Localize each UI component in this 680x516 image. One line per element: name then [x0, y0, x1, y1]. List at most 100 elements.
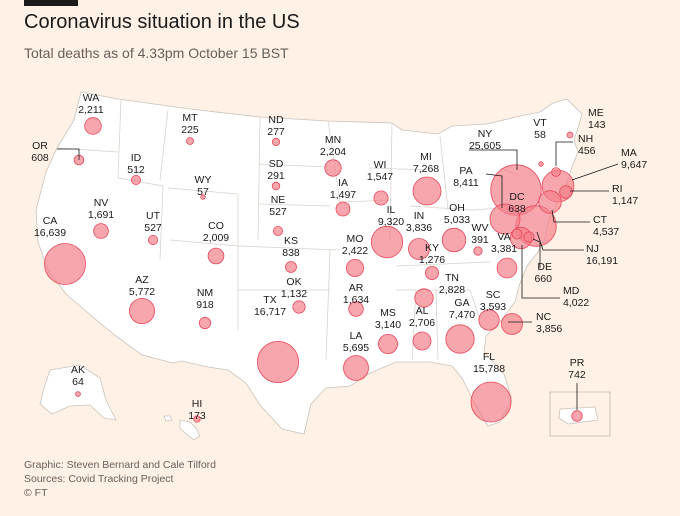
bubble-sc [478, 309, 500, 331]
label-az: AZ 5,772 [129, 274, 155, 298]
footer: Graphic: Steven Bernard and Cale Tilford… [24, 458, 216, 500]
death-count: 1,276 [419, 254, 445, 266]
death-count: 57 [197, 186, 209, 198]
state-code: CO [208, 220, 224, 232]
bubble-mn [324, 159, 342, 177]
leader-line-ct [551, 209, 590, 223]
state-code: MN [325, 134, 341, 146]
inset-frame [549, 391, 611, 437]
death-count: 9,320 [378, 216, 404, 228]
state-code: NV [94, 197, 109, 209]
label-mo: MO 2,422 [342, 233, 368, 257]
leader-line-md [521, 245, 560, 299]
state-code: AZ [135, 274, 149, 286]
death-count: 1,691 [88, 209, 114, 221]
labels-layer: NY 25,605 TX 16,717 CA 16,639 NJ 16,191 FL 15,788… [31, 92, 647, 422]
label-ne: NE 527 [269, 194, 287, 218]
state-code: OK [286, 276, 301, 288]
state-code: DE [537, 261, 552, 273]
death-count: 7,268 [413, 163, 439, 175]
death-count: 16,639 [34, 227, 66, 239]
label-ri: RI 1,147 [612, 183, 638, 207]
label-sc: SC 3,593 [480, 289, 506, 313]
bubble-vt [538, 161, 544, 167]
death-count: 2,204 [320, 146, 346, 158]
death-count: 7,470 [449, 309, 475, 321]
death-count: 3,381 [491, 243, 517, 255]
bubble-va [496, 257, 518, 279]
state-code: MI [420, 151, 432, 163]
death-count: 173 [188, 410, 206, 422]
bubble-nm [198, 316, 212, 330]
state-code: PA [459, 165, 472, 177]
state-code: TN [445, 272, 459, 284]
death-count: 5,695 [343, 342, 369, 354]
death-count: 2,009 [203, 232, 229, 244]
chart-title: Coronavirus situation in the US [24, 11, 300, 33]
death-count: 527 [269, 206, 287, 218]
state-code: FL [483, 351, 495, 363]
bubble-sd [271, 181, 281, 191]
state-code: RI [612, 183, 623, 195]
bubble-ut [147, 234, 158, 245]
sources-credit: Sources: Covid Tracking Project [24, 473, 174, 485]
bubble-tn [414, 288, 434, 308]
state-code: CA [43, 215, 58, 227]
label-dc: DC 638 [508, 191, 526, 215]
state-code: IA [338, 177, 348, 189]
death-count: 2,422 [342, 245, 368, 257]
bubble-ga [445, 324, 475, 354]
death-count: 64 [72, 376, 84, 388]
state-code: DC [509, 191, 525, 203]
death-count: 3,836 [406, 222, 432, 234]
state-code: ME [588, 107, 604, 119]
leader-line-or [57, 148, 80, 160]
leader-line-nj [536, 231, 584, 251]
label-wi: WI 1,547 [367, 159, 393, 183]
death-count: 2,706 [409, 317, 435, 329]
bubble-mo [345, 258, 364, 277]
label-mn: MN 2,204 [320, 134, 346, 158]
state-code: NH [578, 133, 593, 145]
state-code: IL [387, 204, 396, 216]
label-wy: WY 57 [195, 174, 212, 198]
state-code: AL [416, 305, 429, 317]
copyright: © FT [24, 487, 48, 499]
death-count: 25,605 [469, 140, 501, 152]
label-co: CO 2,009 [203, 220, 229, 244]
death-count: 918 [196, 299, 214, 311]
label-ut: UT 527 [144, 210, 162, 234]
death-count: 512 [127, 164, 145, 176]
death-count: 2,828 [439, 284, 465, 296]
leader-line-ma [571, 163, 619, 181]
death-count: 1,132 [281, 288, 307, 300]
death-count: 277 [267, 126, 285, 138]
death-count: 291 [267, 170, 285, 182]
label-ny: NY 25,605 [469, 128, 501, 152]
state-code: NM [197, 287, 213, 299]
state-code: NJ [586, 243, 599, 255]
state-code: CT [593, 214, 608, 226]
label-oh: OH 5,033 [444, 202, 470, 226]
leader-line-pa [485, 173, 503, 208]
bubble-nh [551, 167, 561, 177]
state-code: LA [350, 330, 363, 342]
bubble-me [566, 131, 574, 139]
bubble-il [370, 225, 404, 259]
death-count: 608 [31, 152, 49, 164]
death-count: 16,191 [586, 255, 618, 267]
state-code: KS [284, 235, 298, 247]
label-nh: NH 456 [578, 133, 596, 157]
state-code: MD [563, 285, 580, 297]
bubble-oh [441, 227, 467, 253]
death-count: 660 [534, 273, 552, 285]
bubble-in [408, 238, 430, 260]
state-code: AR [349, 282, 364, 294]
bubble-al [412, 331, 432, 351]
label-vt: VT 58 [533, 117, 547, 141]
label-wv: WV 391 [471, 222, 489, 246]
death-count: 8,411 [453, 177, 479, 189]
state-code: VT [533, 117, 547, 129]
state-code: IN [414, 210, 425, 222]
